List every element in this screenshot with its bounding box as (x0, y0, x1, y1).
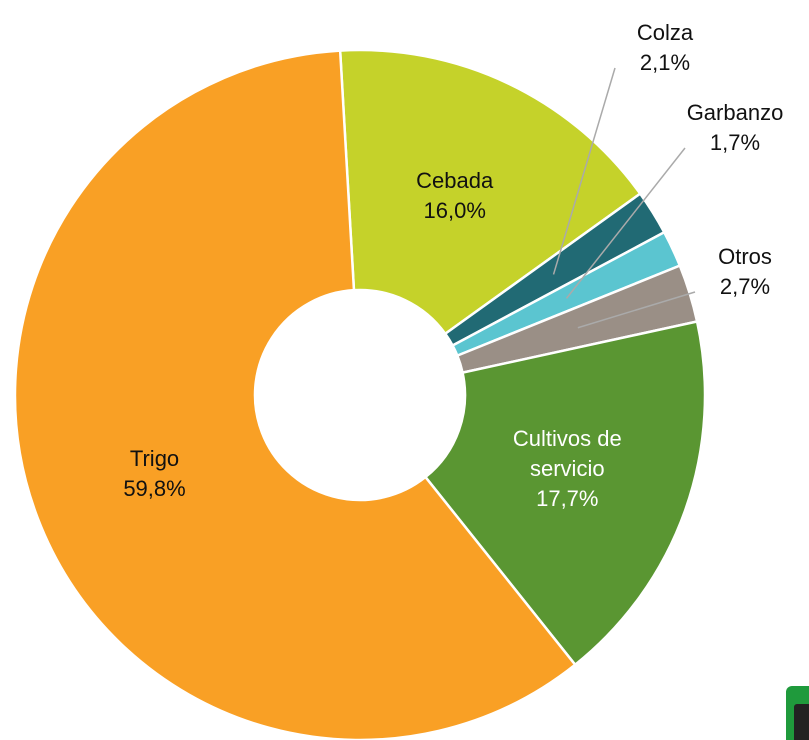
slice (423, 320, 707, 667)
category-name: Garbanzo (686, 100, 784, 125)
slice-label: Colza 2,1% (580, 18, 750, 78)
value-label: 1,7% (709, 130, 761, 155)
value-label: 17,7% (536, 485, 599, 511)
value-label: 16,0% (423, 198, 486, 224)
category-name: Trigo (129, 445, 180, 471)
value-label: 59,8% (123, 475, 186, 501)
slice-label: Trigo 59,8% (70, 444, 240, 504)
slice (338, 48, 642, 336)
leader-line (552, 67, 616, 275)
slice-label: Cebada 16,0% (370, 166, 540, 226)
leader-line (577, 291, 696, 329)
logo-inner (794, 704, 809, 740)
slice-label: Cultivos de servicio 17,7% (482, 424, 652, 514)
category-name: Cultivos de servicio (512, 425, 622, 481)
slice-label: Otros 2,7% (660, 242, 809, 302)
category-name: Otros (718, 244, 772, 269)
category-name: Cebada (416, 168, 494, 194)
value-label: 2,1% (639, 50, 691, 75)
slice-label: Garbanzo 1,7% (650, 98, 809, 158)
category-name: Colza (636, 20, 694, 45)
value-label: 2,7% (719, 274, 771, 299)
leader-line (565, 147, 686, 299)
slice (13, 49, 577, 740)
